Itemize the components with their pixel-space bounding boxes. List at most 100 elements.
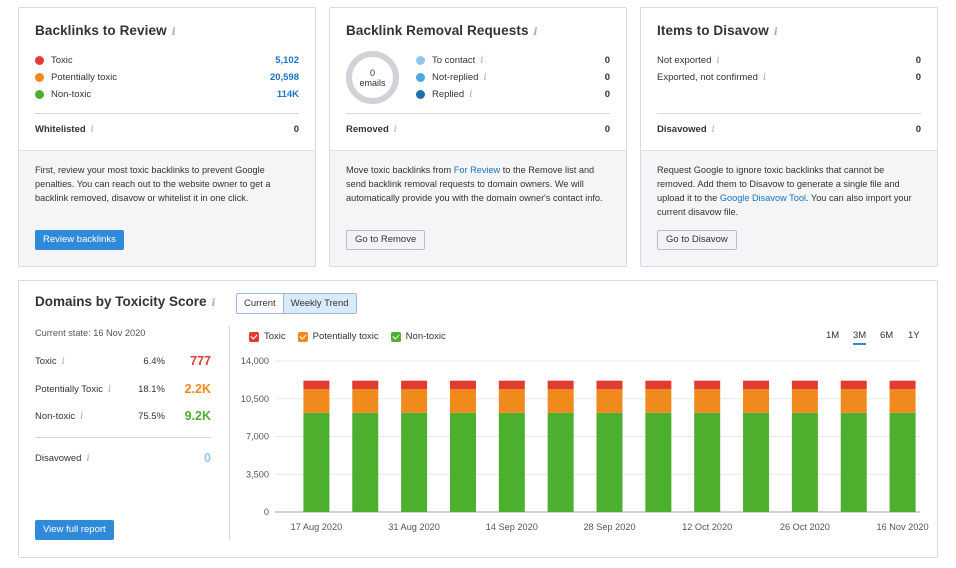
lp-non-toxic-row: Non-toxic i 75.5% 9.2K (35, 408, 211, 424)
toxicity-panel-title: Domains by Toxicity Score i (35, 294, 216, 309)
lp-non-toxic-pct: 75.5% (138, 410, 165, 422)
lp-non-toxic-label: Non-toxic (35, 410, 76, 422)
info-icon[interactable]: i (762, 71, 767, 83)
bar-segment-potentially-toxic (694, 389, 721, 413)
lp-toxic-value[interactable]: 777 (190, 354, 211, 368)
replied-label: Replied (432, 88, 465, 100)
bar-segment-toxic (547, 380, 574, 390)
lp-disavowed-value[interactable]: 0 (204, 451, 211, 465)
disavow-summary: Items to Disavow i Not exported i 0 Export… (641, 8, 937, 151)
divider (346, 113, 610, 114)
divider (657, 113, 921, 114)
not-exported-row: Not exported i 0 (657, 53, 921, 67)
info-icon[interactable]: i (86, 452, 90, 464)
checkbox-icon (297, 331, 308, 342)
bar-segment-non-toxic (547, 412, 574, 512)
items-to-disavow-card: Items to Disavow i Not exported i 0 Export… (640, 7, 938, 267)
toxic-count-link[interactable]: 5,102 (275, 54, 299, 66)
backlinks-card-title: Backlinks to Review i (35, 23, 176, 38)
disavow-description-panel: Request Google to ignore toxic backlinks… (641, 150, 937, 266)
toxic-dot-icon (35, 55, 44, 65)
go-to-disavow-button[interactable]: Go to Disavow (657, 230, 737, 250)
bar-segment-toxic (401, 380, 428, 390)
backlinks-to-review-card: Backlinks to Review i Toxic 5,102 Potenti… (18, 7, 316, 267)
divider (35, 113, 299, 114)
google-disavow-tool-link[interactable]: Google Disavow Tool (719, 193, 806, 203)
info-icon[interactable]: i (480, 54, 484, 66)
potentially-toxic-count-link[interactable]: 20,598 (269, 71, 299, 83)
backlink-removal-requests-card: Backlink Removal Requests i 0 emails To c… (329, 7, 627, 267)
info-icon[interactable]: i (80, 410, 84, 422)
bar-segment-non-toxic (645, 412, 672, 512)
bar-segment-toxic (694, 380, 721, 390)
info-icon[interactable]: i (211, 298, 216, 309)
lp-disavowed-label: Disavowed (35, 452, 82, 464)
info-icon[interactable]: i (773, 27, 778, 38)
range-3m[interactable]: 3M (853, 330, 867, 345)
range-6m[interactable]: 6M (880, 330, 894, 341)
bar-segment-non-toxic (449, 412, 476, 512)
toxic-row: Toxic 5,102 (35, 53, 299, 67)
info-icon[interactable]: i (171, 27, 176, 38)
toxic-label: Toxic (51, 54, 73, 66)
donut-label: emails (359, 77, 386, 88)
removal-description-panel: Move toxic backlinks from For Review to … (330, 150, 626, 266)
lp-toxic-row: Toxic i 6.4% 777 (35, 353, 211, 369)
range-1m[interactable]: 1M (826, 330, 840, 341)
tab-weekly-trend[interactable]: Weekly Trend (282, 294, 356, 313)
backlinks-description: First, review your most toxic backlinks … (35, 165, 271, 203)
info-icon[interactable]: i (90, 123, 94, 135)
whitelisted-value: 0 (293, 123, 299, 135)
exported-not-confirmed-value: 0 (915, 71, 921, 83)
info-icon[interactable]: i (716, 54, 720, 66)
info-icon[interactable]: i (61, 355, 65, 367)
x-tick-label: 31 Aug 2020 (388, 522, 440, 532)
legend-potentially-toxic[interactable]: Potentially toxic (297, 331, 379, 342)
range-1y[interactable]: 1Y (908, 330, 920, 341)
to-contact-row: To contact i 0 (416, 53, 610, 67)
go-to-remove-button[interactable]: Go to Remove (346, 230, 426, 250)
vertical-divider (229, 326, 230, 540)
info-icon[interactable]: i (533, 27, 538, 38)
info-icon[interactable]: i (469, 88, 473, 100)
removal-card-title: Backlink Removal Requests i (346, 23, 538, 38)
legend-non-toxic[interactable]: Non-toxic (390, 331, 446, 342)
non-toxic-count-link[interactable]: 114K (276, 88, 299, 100)
y-tick-label: 7,000 (246, 432, 269, 442)
info-icon[interactable]: i (107, 383, 112, 395)
backlinks-description-panel: First, review your most toxic backlinks … (19, 150, 315, 266)
disavow-card-title: Items to Disavow i (657, 23, 778, 38)
bar-segment-non-toxic (303, 412, 330, 512)
bar-segment-non-toxic (743, 412, 770, 512)
y-tick-label: 0 (264, 507, 269, 517)
to-contact-dot-icon (416, 55, 425, 65)
info-icon[interactable]: i (711, 123, 715, 135)
lp-potentially-toxic-value[interactable]: 2.2K (184, 382, 211, 396)
disavowed-label: Disavowed (657, 123, 707, 135)
bar-segment-non-toxic (596, 412, 623, 512)
for-review-link[interactable]: For Review (453, 165, 501, 175)
tab-current[interactable]: Current (237, 294, 283, 313)
exported-not-confirmed-label: Exported, not confirmed (657, 71, 758, 83)
checkbox-icon (390, 331, 401, 342)
replied-dot-icon (416, 89, 425, 99)
to-contact-label: To contact (432, 54, 476, 66)
divider (35, 437, 211, 438)
lp-non-toxic-value[interactable]: 9.2K (184, 409, 211, 423)
bar-segment-toxic (645, 380, 672, 390)
view-full-report-button[interactable]: View full report (35, 520, 114, 540)
bar-segment-toxic (352, 380, 379, 390)
bar-segment-potentially-toxic (547, 389, 574, 413)
info-icon[interactable]: i (483, 71, 487, 83)
info-icon[interactable]: i (393, 123, 397, 135)
bar-segment-potentially-toxic (645, 389, 672, 413)
legend-toxic[interactable]: Toxic (249, 331, 286, 342)
y-tick-label: 3,500 (246, 469, 269, 479)
toxicity-trend-chart: 0 3,500 7,000 10,500 14,000 17 Aug 2020 31 Aug… (241, 356, 929, 532)
y-tick-label: 10,500 (241, 394, 269, 404)
bar-segment-potentially-toxic (743, 389, 770, 413)
bar-segment-toxic (596, 380, 623, 390)
x-tick-label: 12 Oct 2020 (682, 522, 732, 532)
review-backlinks-button[interactable]: Review backlinks (35, 230, 124, 250)
bar-segment-non-toxic (889, 412, 916, 512)
